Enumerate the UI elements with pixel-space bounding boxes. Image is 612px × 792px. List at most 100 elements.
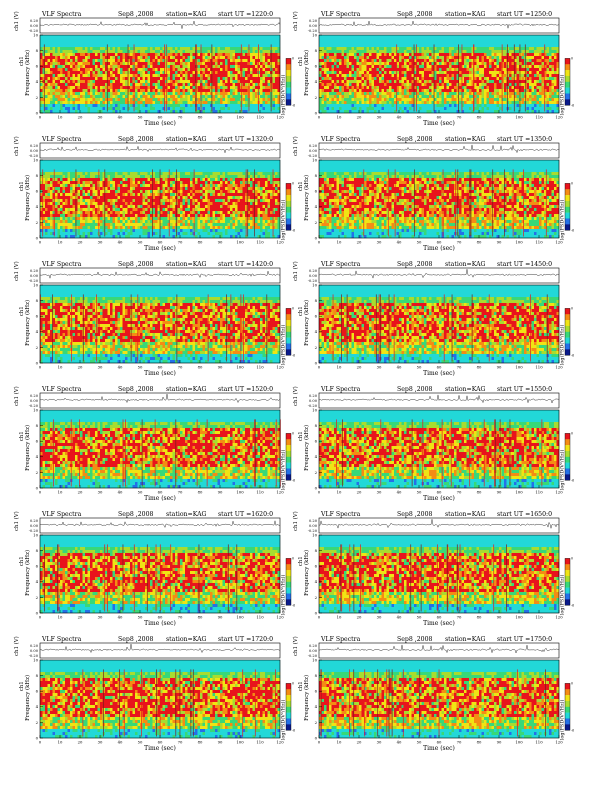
panel-start-time: start UT =1350:0 <box>497 136 552 143</box>
colorbar-tick-label: -6 <box>571 728 574 732</box>
colorbar-segment <box>286 81 291 88</box>
colorbar-segment <box>565 200 570 207</box>
x-axis-label: Time (sec) <box>423 120 455 127</box>
spectrogram-panel: VLF Spectra Sep8 ,2008 station=KAG start UT… <box>13 511 295 627</box>
x-tick-label: 10 <box>337 490 342 495</box>
colorbar-label: log(PSD(V²/Hz)) <box>559 449 566 490</box>
colorbar-segment <box>565 224 570 231</box>
panel-station: station=KAG <box>445 261 486 268</box>
x-tick-label: 0 <box>39 365 42 370</box>
colorbar-segment <box>286 445 291 452</box>
x-tick-label: 70 <box>457 615 462 620</box>
colorbar-segment <box>286 224 291 231</box>
y-tick-label: 6 <box>36 314 39 319</box>
x-tick-label: 120 <box>276 365 284 370</box>
panel-station: station=KAG <box>445 386 486 393</box>
x-tick-label: 60 <box>437 365 442 370</box>
x-tick-label: 20 <box>357 740 362 745</box>
colorbar-segment <box>565 593 570 600</box>
y-tick-label: 2 <box>315 220 318 225</box>
x-tick-label: 120 <box>276 490 284 495</box>
colorbar <box>285 683 292 731</box>
panel-title: VLF Spectra <box>41 136 82 143</box>
colorbar <box>285 58 292 106</box>
x-tick-label: 20 <box>357 115 362 120</box>
x-axis-label: Time (sec) <box>423 370 455 377</box>
y-tick-label: 8 <box>315 173 318 178</box>
x-tick-label: 30 <box>98 115 103 120</box>
waveform-frame <box>39 17 281 34</box>
x-tick-label: 0 <box>318 490 321 495</box>
waveform-frame <box>318 142 560 159</box>
spectrogram-image <box>40 660 281 739</box>
waveform-tick-label: -0.20 <box>308 404 318 408</box>
x-tick-label: 110 <box>256 240 264 245</box>
y-tick-label: 10 <box>33 282 38 287</box>
x-tick-label: 20 <box>78 740 83 745</box>
x-tick-label: 10 <box>58 115 63 120</box>
y-tick-label: 8 <box>315 673 318 678</box>
colorbar-segment <box>286 468 291 475</box>
x-tick-label: 50 <box>417 240 422 245</box>
waveform-axis-label: ch1 (V) <box>292 11 299 31</box>
waveform-frame <box>318 392 560 409</box>
colorbar-segment <box>565 564 570 571</box>
x-tick-label: 50 <box>138 365 143 370</box>
panel-station: station=KAG <box>166 11 207 18</box>
waveform-trace <box>318 644 560 654</box>
waveform-tick-label: 0.00 <box>30 399 39 403</box>
panel-start-time: start UT =1220:0 <box>218 11 273 18</box>
x-tick-label: 50 <box>417 740 422 745</box>
y-axis-channel-label: ch1 <box>19 56 25 66</box>
colorbar-segment <box>286 349 291 356</box>
colorbar-tick-label: -6 <box>292 103 295 107</box>
y-tick-label: 2 <box>36 345 39 350</box>
x-tick-label: 0 <box>39 490 42 495</box>
colorbar-segment <box>286 724 291 731</box>
x-tick-label: 80 <box>198 365 203 370</box>
x-tick-label: 110 <box>256 615 264 620</box>
x-tick-label: 100 <box>515 615 523 620</box>
y-tick-label: 10 <box>33 657 38 662</box>
y-tick-label: 8 <box>36 298 39 303</box>
waveform-tick-label: -0.20 <box>29 654 39 658</box>
panel-date: Sep8 ,2008 <box>118 136 154 143</box>
y-tick-label: 10 <box>33 407 38 412</box>
x-tick-label: 120 <box>555 115 563 120</box>
colorbar-segment <box>565 700 570 707</box>
y-tick-label: 2 <box>36 470 39 475</box>
x-tick-label: 30 <box>377 115 382 120</box>
waveform-tick-label: 0.20 <box>309 269 318 273</box>
panel-start-time: start UT =1450:0 <box>497 261 552 268</box>
y-tick-label: 2 <box>36 95 39 100</box>
x-tick-label: 110 <box>256 740 264 745</box>
spectrogram-panel: VLF Spectra Sep8 ,2008 station=KAG start UT… <box>292 261 574 377</box>
panel-date: Sep8 ,2008 <box>397 386 433 393</box>
y-tick-label: 8 <box>315 423 318 428</box>
y-tick-label: 10 <box>33 157 38 162</box>
colorbar-label: log(PSD(V²/Hz)) <box>280 699 287 740</box>
x-tick-label: 60 <box>158 365 163 370</box>
x-tick-label: 90 <box>497 615 502 620</box>
x-tick-label: 60 <box>158 490 163 495</box>
panel-start-time: start UT =1250:0 <box>497 11 552 18</box>
y-tick-label: 0 <box>315 485 318 490</box>
y-tick-label: 0 <box>36 485 39 490</box>
y-tick-label: 6 <box>315 689 318 694</box>
colorbar-segment <box>565 575 570 582</box>
y-axis-channel-label: ch1 <box>298 181 304 191</box>
x-tick-label: 90 <box>218 240 223 245</box>
x-tick-label: 10 <box>337 740 342 745</box>
colorbar-segment <box>565 195 570 202</box>
x-tick-label: 40 <box>397 740 402 745</box>
colorbar-tick-label: -6 <box>571 228 574 232</box>
colorbar-segment <box>565 439 570 446</box>
colorbar-segment <box>286 474 291 481</box>
colorbar-segment <box>565 349 570 356</box>
x-tick-label: 50 <box>417 365 422 370</box>
x-tick-label: 50 <box>138 240 143 245</box>
y-axis-channel-label: ch1 <box>19 181 25 191</box>
waveform-frame <box>39 517 281 534</box>
x-tick-label: 40 <box>118 615 123 620</box>
colorbar-segment <box>565 724 570 731</box>
